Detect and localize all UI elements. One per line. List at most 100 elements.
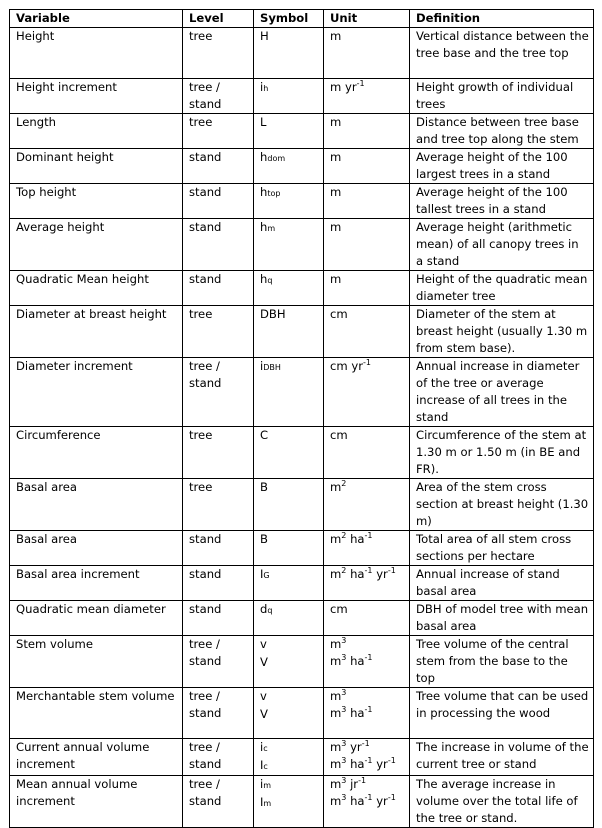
unit-cell: cm yr-1	[323, 357, 410, 427]
table-row: Diameter at breast height tree DBH cm Diamet…	[9, 305, 594, 358]
level-cell: tree / stand	[182, 357, 254, 427]
symbol-line: DBH	[260, 306, 319, 324]
level-line: stand	[189, 272, 222, 286]
unit-cell: m3 m3 ha-1	[323, 687, 410, 739]
unit-line: m	[330, 184, 405, 201]
level-cell: stand	[182, 148, 254, 184]
symbol-line: Ic	[260, 757, 319, 775]
unit-base: ha	[346, 706, 365, 720]
variable-cell: Height increment	[9, 78, 183, 114]
unit-cell: cm	[323, 600, 410, 636]
symbol-line: hm	[260, 219, 319, 237]
unit-base: m	[330, 185, 342, 199]
header-variable: Variable	[9, 9, 183, 28]
level-cell: stand	[182, 183, 254, 219]
header-definition: Definition	[409, 9, 594, 28]
symbol-line: V	[260, 654, 319, 672]
unit-line: m	[330, 271, 405, 288]
unit-line: m	[330, 114, 405, 131]
definition-cell: Tree volume that can be used in processi…	[409, 687, 594, 739]
level-line: stand	[189, 532, 222, 546]
level-line: stand	[189, 757, 222, 771]
unit-cell: m	[323, 218, 410, 271]
symbol-cell: im Im	[253, 775, 324, 828]
level-line: stand	[189, 150, 222, 164]
level-line: tree /	[189, 740, 220, 754]
symbol-cell: DBH	[253, 305, 324, 358]
unit-base: m	[330, 777, 342, 791]
symbol-base: h	[260, 150, 268, 164]
symbol-line: dq	[260, 601, 319, 619]
symbol-base: I	[260, 567, 264, 581]
symbol-line: hq	[260, 271, 319, 289]
symbol-line: H	[260, 28, 319, 46]
table-row: Mean annual volume increment tree / stand i…	[9, 775, 594, 828]
unit-cell: m2 ha-1	[323, 530, 410, 566]
unit-base: m	[330, 740, 342, 754]
definition-cell: Annual increase in diameter of the tree …	[409, 357, 594, 427]
unit-exponent: 2	[341, 566, 347, 576]
variable-cell: Mean annual volume increment	[9, 775, 183, 828]
variables-table: Variable Level Symbol Unit Definition He…	[9, 9, 594, 828]
unit-line: m3 ha-1	[330, 653, 405, 670]
level-cell: stand	[182, 270, 254, 306]
unit-base: cm	[330, 428, 348, 442]
unit-base: m	[330, 150, 342, 164]
level-line: stand	[189, 220, 222, 234]
unit-base: jr	[346, 777, 359, 791]
variable-cell: Dominant height	[9, 148, 183, 184]
definition-cell: Vertical distance between the tree base …	[409, 27, 594, 79]
definition-cell: DBH of model tree with mean basal area	[409, 600, 594, 636]
unit-exponent: 2	[341, 531, 347, 541]
unit-line: cm yr-1	[330, 358, 405, 375]
symbol-cell: htop	[253, 183, 324, 219]
level-cell: tree	[182, 478, 254, 531]
definition-cell: Area of the stem cross section at breast…	[409, 478, 594, 531]
symbol-base: d	[260, 602, 268, 616]
symbol-base: h	[260, 185, 268, 199]
definition-cell: Annual increase of stand basal area	[409, 565, 594, 601]
level-line: tree	[189, 480, 213, 494]
table-row: Quadratic mean diameter stand dq cm DBH of m…	[9, 600, 594, 636]
definition-cell: Height growth of individual trees	[409, 78, 594, 114]
symbol-line: L	[260, 114, 319, 132]
symbol-line: IG	[260, 566, 319, 584]
unit-exponent: -1	[364, 653, 373, 663]
unit-base: m	[330, 220, 342, 234]
level-line: tree /	[189, 689, 220, 703]
level-line: stand	[189, 654, 222, 668]
unit-exponent: -1	[356, 79, 365, 89]
unit-base: m	[330, 794, 342, 808]
unit-exponent: -1	[364, 705, 373, 715]
unit-cell: m yr-1	[323, 78, 410, 114]
table-row: Top height stand htop m Average height of th…	[9, 183, 594, 219]
symbol-line: htop	[260, 184, 319, 202]
symbol-base: v	[260, 689, 267, 703]
unit-exponent: -1	[387, 566, 396, 576]
symbol-subscript: q	[267, 276, 273, 285]
unit-cell: m	[323, 183, 410, 219]
symbol-subscript: G	[263, 571, 270, 580]
symbol-base: i	[260, 359, 264, 373]
unit-line: m yr-1	[330, 79, 405, 96]
symbol-base: v	[260, 637, 267, 651]
variable-cell: Height	[9, 27, 183, 79]
unit-exponent: 3	[341, 739, 347, 749]
symbol-line: B	[260, 531, 319, 549]
unit-exponent: -1	[362, 358, 371, 368]
symbol-line: v	[260, 688, 319, 706]
level-line: stand	[189, 602, 222, 616]
level-cell: tree / stand	[182, 78, 254, 114]
symbol-base: h	[260, 272, 268, 286]
symbol-line: Im	[260, 794, 319, 812]
symbol-base: V	[260, 655, 268, 669]
unit-base: m	[330, 532, 342, 546]
symbol-cell: ic Ic	[253, 738, 324, 776]
symbol-cell: B	[253, 478, 324, 531]
unit-cell: cm	[323, 426, 410, 479]
unit-exponent: -1	[364, 531, 373, 541]
